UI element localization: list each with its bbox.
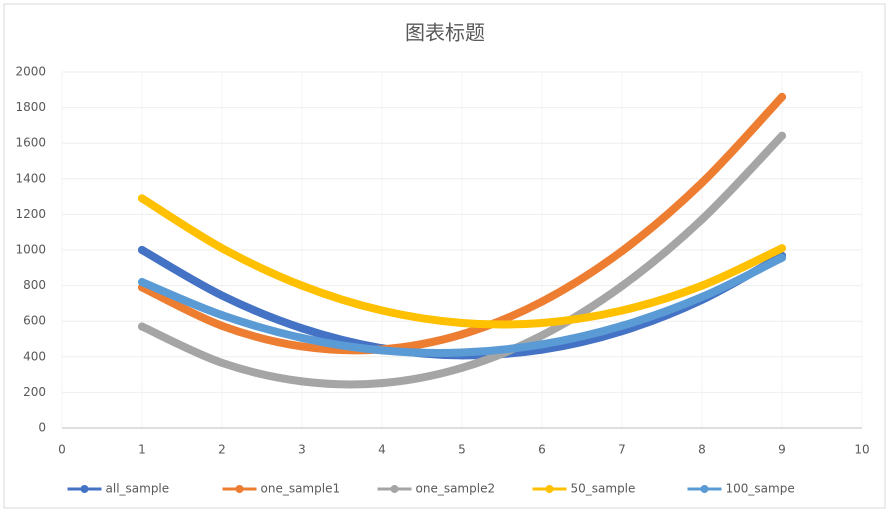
- point: [138, 278, 146, 287]
- point: [698, 178, 706, 187]
- point: [538, 340, 546, 349]
- point: [138, 194, 146, 203]
- point: [458, 318, 466, 327]
- point: [458, 330, 466, 339]
- legend-label: all_sample: [106, 482, 170, 496]
- point: [458, 363, 466, 372]
- y-tick-label: 1000: [15, 243, 46, 257]
- chart-area: [3, 3, 886, 509]
- legend-label: 100_sampe: [726, 482, 795, 496]
- x-tick-label: 9: [778, 443, 786, 457]
- y-tick-label: 0: [38, 421, 46, 435]
- legend-marker: [235, 485, 244, 493]
- point: [138, 322, 146, 331]
- point: [698, 281, 706, 290]
- point: [218, 311, 226, 320]
- point: [778, 131, 786, 140]
- point: [538, 331, 546, 340]
- point: [218, 291, 226, 300]
- x-tick-label: 3: [298, 443, 306, 457]
- point: [698, 292, 706, 301]
- legend-marker: [545, 485, 554, 493]
- legend-label: 50_sample: [571, 482, 636, 496]
- y-tick-label: 600: [23, 314, 46, 328]
- point: [698, 215, 706, 224]
- legend-label: one_sample2: [416, 482, 496, 496]
- point: [618, 306, 626, 315]
- point: [618, 247, 626, 256]
- point: [298, 377, 306, 386]
- point: [298, 324, 306, 333]
- point: [298, 342, 306, 351]
- y-tick-label: 2000: [15, 65, 46, 79]
- y-tick-label: 1400: [15, 171, 46, 185]
- legend-marker: [390, 485, 399, 493]
- y-tick-label: 800: [23, 278, 46, 292]
- x-tick-label: 8: [698, 443, 706, 457]
- point: [538, 297, 546, 306]
- point: [138, 246, 146, 254]
- legend-marker: [700, 485, 709, 493]
- point: [778, 253, 786, 262]
- series-line: [138, 92, 786, 355]
- point: [218, 244, 226, 253]
- x-tick-label: 0: [58, 443, 66, 457]
- series-line: [138, 131, 786, 389]
- chart-title: 图表标题: [405, 21, 485, 45]
- point: [298, 333, 306, 342]
- point: [618, 281, 626, 290]
- point: [778, 244, 786, 253]
- y-tick-label: 1800: [15, 100, 46, 114]
- point: [298, 281, 306, 290]
- point: [778, 92, 786, 101]
- x-tick-label: 7: [618, 443, 626, 457]
- point: [538, 318, 546, 327]
- y-tick-label: 1600: [15, 136, 46, 150]
- legend-label: one_sample1: [261, 482, 341, 496]
- point: [458, 348, 466, 357]
- point: [218, 321, 226, 330]
- legend-marker: [80, 485, 89, 493]
- y-tick-label: 200: [23, 385, 46, 399]
- x-tick-label: 5: [458, 443, 466, 457]
- point: [378, 346, 386, 355]
- x-tick-label: 2: [218, 443, 226, 457]
- y-tick-label: 1200: [15, 207, 46, 221]
- y-tick-label: 400: [23, 349, 46, 363]
- point: [618, 321, 626, 330]
- x-tick-label: 1: [138, 443, 146, 457]
- point: [378, 306, 386, 315]
- x-tick-label: 10: [854, 443, 869, 457]
- x-tick-label: 6: [538, 443, 546, 457]
- x-tick-label: 4: [378, 443, 386, 457]
- point: [378, 379, 386, 388]
- point: [218, 358, 226, 367]
